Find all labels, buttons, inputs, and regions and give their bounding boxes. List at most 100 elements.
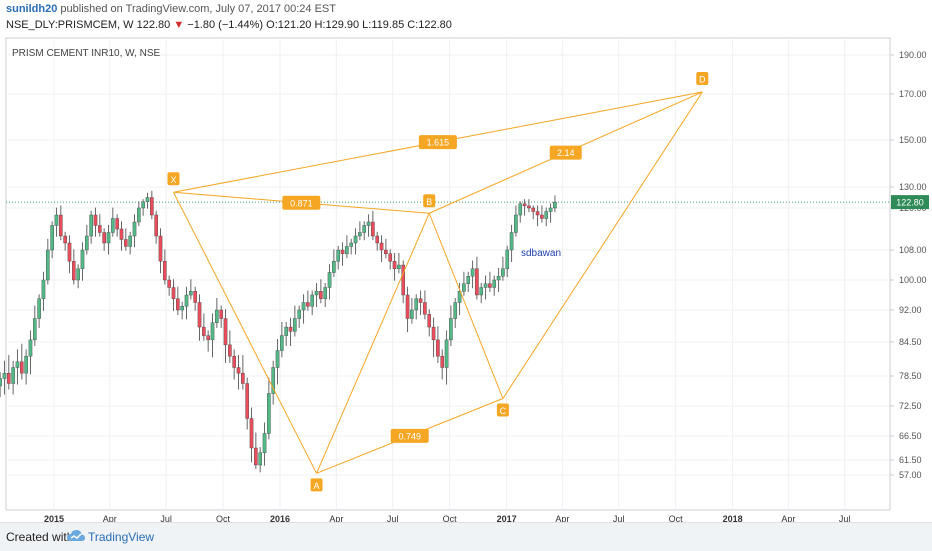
candle-body xyxy=(202,326,206,336)
candle-body xyxy=(379,242,384,251)
pattern-leg-AB[interactable] xyxy=(316,213,430,474)
candle xyxy=(436,326,440,363)
candle-body xyxy=(540,214,544,219)
candle xyxy=(258,447,262,473)
pattern-leg-CD[interactable] xyxy=(502,91,703,399)
candle-body xyxy=(453,302,458,319)
candle xyxy=(280,321,284,358)
ratio-text: 2.14 xyxy=(557,148,575,158)
candle-body xyxy=(98,225,102,233)
candle-body xyxy=(479,287,484,296)
candle xyxy=(544,207,549,227)
candle xyxy=(553,195,557,213)
candle xyxy=(284,321,288,346)
candle xyxy=(228,330,232,363)
candle-body xyxy=(501,268,505,277)
candle-body xyxy=(496,276,501,281)
pattern-point-X[interactable]: X xyxy=(167,172,180,186)
time-tick-label: Oct xyxy=(669,514,684,522)
candle-body xyxy=(301,302,306,311)
pattern-point-D[interactable]: D xyxy=(696,72,709,86)
candle-body xyxy=(193,291,197,303)
price-tick-label: 130.00 xyxy=(899,182,927,192)
candle-body xyxy=(353,235,358,244)
candle-body xyxy=(375,235,380,244)
candle xyxy=(388,249,393,270)
candle-body xyxy=(189,291,193,296)
candle-body xyxy=(349,242,354,247)
candle xyxy=(475,256,479,300)
pattern-leg-BC[interactable] xyxy=(428,213,504,399)
candle-body xyxy=(275,350,280,368)
candle xyxy=(93,207,98,237)
time-tick-label: 2015 xyxy=(44,514,64,522)
candle-body xyxy=(41,279,46,299)
candle-body xyxy=(319,291,323,299)
candle-body xyxy=(414,298,419,311)
chart-area[interactable]: 57.00 61.50 66.50 72.50 78.50 84.50 92.00 100.0… xyxy=(0,36,932,524)
pattern-point-B[interactable]: B xyxy=(423,194,436,208)
ratio-label[interactable]: 0.749 xyxy=(390,428,429,443)
candle-body xyxy=(119,228,124,240)
candle xyxy=(371,210,375,241)
time-tick-label: Oct xyxy=(443,514,458,522)
candle-body xyxy=(388,253,393,262)
price-tick-label: 61.50 xyxy=(899,455,922,465)
last-price-label: 122.80 xyxy=(896,198,924,208)
pattern-point-C[interactable]: C xyxy=(496,403,509,417)
candle xyxy=(427,309,432,337)
candle-body xyxy=(401,264,406,296)
ohlc-text: O:121.20 H:129.90 L:119.85 C:122.80 xyxy=(266,19,452,31)
candle-body xyxy=(462,283,466,292)
candle xyxy=(509,224,514,262)
candle xyxy=(137,201,141,227)
candle-body xyxy=(297,309,301,319)
candle xyxy=(67,235,72,274)
time-axis: 2015 Apr Jul Oct 2016 Apr Jul Oct 2017 Apr Jul Oct 2… xyxy=(44,514,850,524)
candle-body xyxy=(37,298,41,319)
tradingview-cloud-icon[interactable] xyxy=(66,528,86,549)
candle-body xyxy=(132,221,137,237)
candle-body xyxy=(457,291,462,303)
candle-body xyxy=(362,225,367,233)
candle-body xyxy=(258,452,262,466)
candle xyxy=(167,275,171,296)
time-tick-label: Apr xyxy=(555,514,569,522)
candle xyxy=(80,242,85,281)
candle xyxy=(124,228,128,251)
price-chart[interactable]: 57.00 61.50 66.50 72.50 78.50 84.50 92.00 100.0… xyxy=(0,36,932,524)
candle-body xyxy=(80,249,85,269)
candle xyxy=(479,283,484,304)
candle xyxy=(46,238,50,285)
candle-body xyxy=(366,221,371,226)
candle xyxy=(98,214,102,237)
candle-body xyxy=(106,232,111,244)
ratio-text: 0.871 xyxy=(290,198,313,208)
pattern-point-A[interactable]: A xyxy=(310,478,323,492)
ratio-label[interactable]: 1.615 xyxy=(418,135,457,150)
candle xyxy=(267,377,271,440)
candle xyxy=(345,235,349,259)
candle xyxy=(293,305,297,337)
candle-body xyxy=(223,318,228,346)
candle-body xyxy=(514,214,518,233)
author-name[interactable]: sunildh20 xyxy=(6,3,58,15)
tradingview-brand[interactable]: TradingView xyxy=(88,530,155,544)
candle-body xyxy=(176,298,180,311)
candle-body xyxy=(0,378,2,387)
harmonic-pattern[interactable]: X A B C D 0.871 0.749 2.14 1.615 xyxy=(167,72,709,492)
candle xyxy=(176,286,180,316)
ratio-label[interactable]: 2.14 xyxy=(549,145,582,160)
footer: Created with TradingView xyxy=(0,522,932,551)
candle-body xyxy=(249,418,254,449)
candle xyxy=(297,305,301,328)
candle xyxy=(522,199,527,216)
candle xyxy=(414,294,419,320)
ratio-label[interactable]: 0.871 xyxy=(282,195,321,210)
time-tick-label: Oct xyxy=(216,514,231,522)
candle-body xyxy=(232,355,236,368)
time-tick-label: 2017 xyxy=(497,514,517,522)
price-tick-label: 150.00 xyxy=(899,135,927,145)
point-badge xyxy=(696,72,709,86)
pattern-leg-XA[interactable] xyxy=(173,192,317,474)
